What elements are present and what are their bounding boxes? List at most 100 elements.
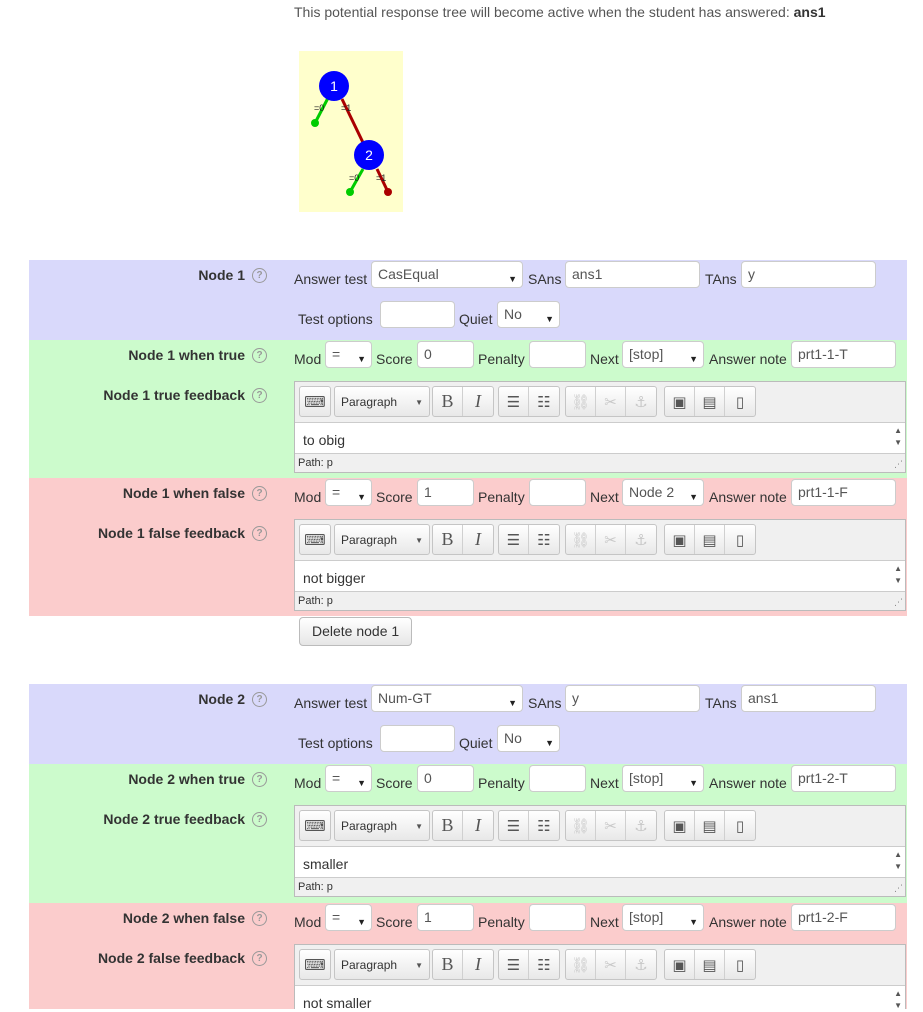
paragraph-format-select[interactable]: Paragraph ▼ bbox=[334, 386, 430, 417]
numbered-list-icon[interactable]: ☷ bbox=[537, 956, 551, 974]
anchor-icon[interactable]: ⚓ bbox=[634, 817, 648, 835]
node2-tans-input[interactable]: ans1 bbox=[741, 685, 876, 712]
scroll-arrows-icon[interactable]: ▲ ▼ bbox=[894, 564, 902, 585]
feedback-textarea[interactable]: not smaller bbox=[295, 985, 905, 1011]
bold-icon[interactable]: B bbox=[433, 950, 463, 979]
feedback-textarea[interactable]: to obig bbox=[295, 422, 905, 454]
node2-test-options-input[interactable] bbox=[380, 725, 455, 752]
scroll-arrows-icon[interactable]: ▲ ▼ bbox=[894, 426, 902, 447]
italic-icon[interactable]: I bbox=[475, 391, 481, 411]
link-icon[interactable]: ⛓ bbox=[566, 525, 596, 554]
unlink-icon[interactable]: ✂ bbox=[596, 387, 626, 416]
link-icon[interactable]: ⛓ bbox=[566, 811, 596, 840]
resize-grip-icon[interactable]: ⋰ bbox=[894, 597, 903, 607]
help-icon[interactable]: ? bbox=[252, 771, 267, 787]
node1-false-answer-note-input[interactable]: prt1-1-F bbox=[791, 479, 896, 506]
paragraph-format-select[interactable]: Paragraph ▼ bbox=[334, 524, 430, 555]
node1-tans-input[interactable]: y bbox=[741, 261, 876, 288]
node1-quiet-select[interactable]: No ▼ bbox=[497, 301, 560, 328]
bold-icon[interactable]: B bbox=[433, 811, 463, 840]
feedback-textarea[interactable]: smaller bbox=[295, 846, 905, 878]
node2-true-answer-note-input[interactable]: prt1-2-T bbox=[791, 765, 896, 792]
media-icon[interactable]: ▤ bbox=[695, 950, 725, 979]
node1-false-next-select[interactable]: Node 2 ▼ bbox=[622, 479, 704, 506]
node2-true-score-input[interactable]: 0 bbox=[417, 765, 474, 792]
bullet-list-icon[interactable]: ☰ bbox=[499, 525, 529, 554]
unlink-icon[interactable]: ✂ bbox=[596, 811, 626, 840]
help-icon[interactable]: ? bbox=[252, 267, 267, 283]
resize-grip-icon[interactable]: ⋰ bbox=[894, 883, 903, 893]
file-icon[interactable]: ▯ bbox=[735, 956, 745, 974]
help-icon[interactable]: ? bbox=[252, 485, 267, 501]
help-icon[interactable]: ? bbox=[252, 347, 267, 363]
image-icon[interactable]: ▣ bbox=[665, 950, 695, 979]
paragraph-format-select[interactable]: Paragraph ▼ bbox=[334, 949, 430, 980]
help-icon[interactable]: ? bbox=[252, 910, 267, 926]
node2-false-answer-note-input[interactable]: prt1-2-F bbox=[791, 904, 896, 931]
numbered-list-icon[interactable]: ☷ bbox=[537, 393, 551, 411]
node1-false-score-input[interactable]: 1 bbox=[417, 479, 474, 506]
node1-true-penalty-input[interactable] bbox=[529, 341, 586, 368]
help-icon[interactable]: ? bbox=[252, 525, 267, 541]
image-icon[interactable]: ▣ bbox=[665, 387, 695, 416]
unlink-icon[interactable]: ✂ bbox=[596, 525, 626, 554]
node2-false-mod-select[interactable]: = ▼ bbox=[325, 904, 372, 931]
anchor-icon[interactable]: ⚓ bbox=[634, 531, 648, 549]
numbered-list-icon[interactable]: ☷ bbox=[537, 817, 551, 835]
node1-true-mod-select[interactable]: = ▼ bbox=[325, 341, 372, 368]
scroll-arrows-icon[interactable]: ▲ ▼ bbox=[894, 989, 902, 1010]
bullet-list-icon[interactable]: ☰ bbox=[499, 811, 529, 840]
resize-grip-icon[interactable]: ⋰ bbox=[894, 459, 903, 469]
keyboard-toggle-icon[interactable]: ⌨ bbox=[304, 956, 326, 974]
node2-false-penalty-input[interactable] bbox=[529, 904, 586, 931]
file-icon[interactable]: ▯ bbox=[735, 817, 745, 835]
node1-false-mod-select[interactable]: = ▼ bbox=[325, 479, 372, 506]
node2-quiet-select[interactable]: No ▼ bbox=[497, 725, 560, 752]
link-icon[interactable]: ⛓ bbox=[566, 950, 596, 979]
node2-true-penalty-input[interactable] bbox=[529, 765, 586, 792]
keyboard-toggle-icon[interactable]: ⌨ bbox=[304, 531, 326, 549]
node2-answer-test-select[interactable]: Num-GT ▼ bbox=[371, 685, 523, 712]
numbered-list-icon[interactable]: ☷ bbox=[537, 531, 551, 549]
media-icon[interactable]: ▤ bbox=[695, 811, 725, 840]
node1-test-options-input[interactable] bbox=[380, 301, 455, 328]
image-icon[interactable]: ▣ bbox=[665, 525, 695, 554]
delete-node1-button[interactable]: Delete node 1 bbox=[299, 617, 413, 646]
node2-false-score-input[interactable]: 1 bbox=[417, 904, 474, 931]
feedback-textarea[interactable]: not bigger bbox=[295, 560, 905, 592]
node1-true-score-input[interactable]: 0 bbox=[417, 341, 474, 368]
anchor-icon[interactable]: ⚓ bbox=[634, 393, 648, 411]
help-icon[interactable]: ? bbox=[252, 950, 267, 966]
file-icon[interactable]: ▯ bbox=[735, 393, 745, 411]
link-icon[interactable]: ⛓ bbox=[566, 387, 596, 416]
node1-false-penalty-input[interactable] bbox=[529, 479, 586, 506]
paragraph-format-select[interactable]: Paragraph ▼ bbox=[334, 810, 430, 841]
media-icon[interactable]: ▤ bbox=[695, 525, 725, 554]
anchor-icon[interactable]: ⚓ bbox=[634, 956, 648, 974]
bullet-list-icon[interactable]: ☰ bbox=[499, 950, 529, 979]
image-icon[interactable]: ▣ bbox=[665, 811, 695, 840]
node1-answer-test-select[interactable]: CasEqual ▼ bbox=[371, 261, 523, 288]
node2-sans-input[interactable]: y bbox=[565, 685, 700, 712]
node1-true-answer-note-input[interactable]: prt1-1-T bbox=[791, 341, 896, 368]
node2-true-mod-select[interactable]: = ▼ bbox=[325, 765, 372, 792]
italic-icon[interactable]: I bbox=[475, 815, 481, 835]
italic-icon[interactable]: I bbox=[475, 954, 481, 974]
bold-icon[interactable]: B bbox=[433, 525, 463, 554]
unlink-icon[interactable]: ✂ bbox=[596, 950, 626, 979]
help-icon[interactable]: ? bbox=[252, 811, 267, 827]
node2-false-next-select[interactable]: [stop] ▼ bbox=[622, 904, 704, 931]
keyboard-toggle-icon[interactable]: ⌨ bbox=[304, 817, 326, 835]
help-icon[interactable]: ? bbox=[252, 387, 267, 403]
italic-icon[interactable]: I bbox=[475, 529, 481, 549]
scroll-arrows-icon[interactable]: ▲ ▼ bbox=[894, 850, 902, 871]
file-icon[interactable]: ▯ bbox=[735, 531, 745, 549]
node1-sans-input[interactable]: ans1 bbox=[565, 261, 700, 288]
bold-icon[interactable]: B bbox=[433, 387, 463, 416]
node2-true-next-select[interactable]: [stop] ▼ bbox=[622, 765, 704, 792]
help-icon[interactable]: ? bbox=[252, 691, 267, 707]
node1-true-next-select[interactable]: [stop] ▼ bbox=[622, 341, 704, 368]
media-icon[interactable]: ▤ bbox=[695, 387, 725, 416]
bullet-list-icon[interactable]: ☰ bbox=[499, 387, 529, 416]
keyboard-toggle-icon[interactable]: ⌨ bbox=[304, 393, 326, 411]
